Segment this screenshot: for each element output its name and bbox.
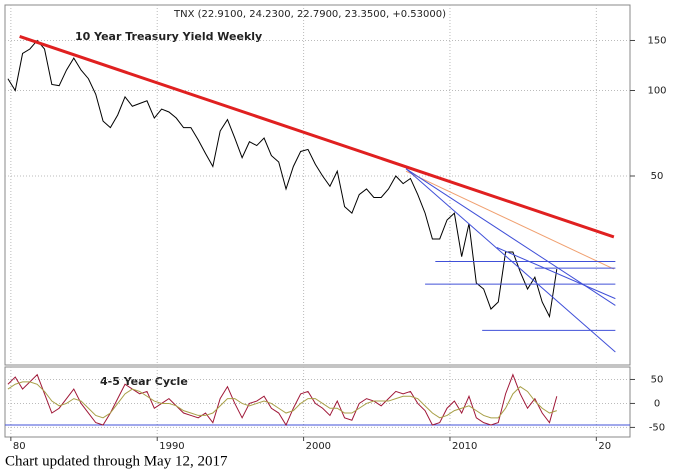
x-tick-label: 1990 bbox=[159, 441, 184, 452]
footer: Chart updated through May 12, 2017 bbox=[5, 453, 228, 469]
y-tick-label: 150 bbox=[647, 35, 666, 46]
data-line bbox=[7, 373, 558, 427]
annotation: 10 Year Treasury Yield Weekly bbox=[75, 30, 262, 43]
trend-line bbox=[405, 170, 615, 270]
trend-line bbox=[496, 247, 616, 300]
x-tick-label: 2010 bbox=[452, 441, 477, 452]
x-tick-label: 80 bbox=[13, 441, 26, 452]
y-tick-label: -50 bbox=[649, 422, 665, 433]
trend-line bbox=[405, 168, 616, 353]
y-tick-label: 0 bbox=[654, 398, 660, 409]
data-line bbox=[7, 39, 558, 319]
x-tick-label: 20 bbox=[598, 441, 611, 452]
annotation: 4-5 Year Cycle bbox=[100, 375, 188, 388]
y-tick-label: 50 bbox=[651, 374, 664, 385]
chart-title: TNX (22.9100, 24.2300, 22.7900, 23.3500,… bbox=[173, 9, 446, 20]
y-tick-label: 100 bbox=[647, 85, 666, 96]
x-tick-label: 2000 bbox=[306, 441, 331, 452]
trend-line bbox=[19, 35, 615, 239]
y-tick-label: 50 bbox=[651, 171, 664, 182]
main-frame bbox=[4, 4, 631, 366]
data-line bbox=[7, 381, 557, 419]
trend-line bbox=[405, 168, 616, 306]
